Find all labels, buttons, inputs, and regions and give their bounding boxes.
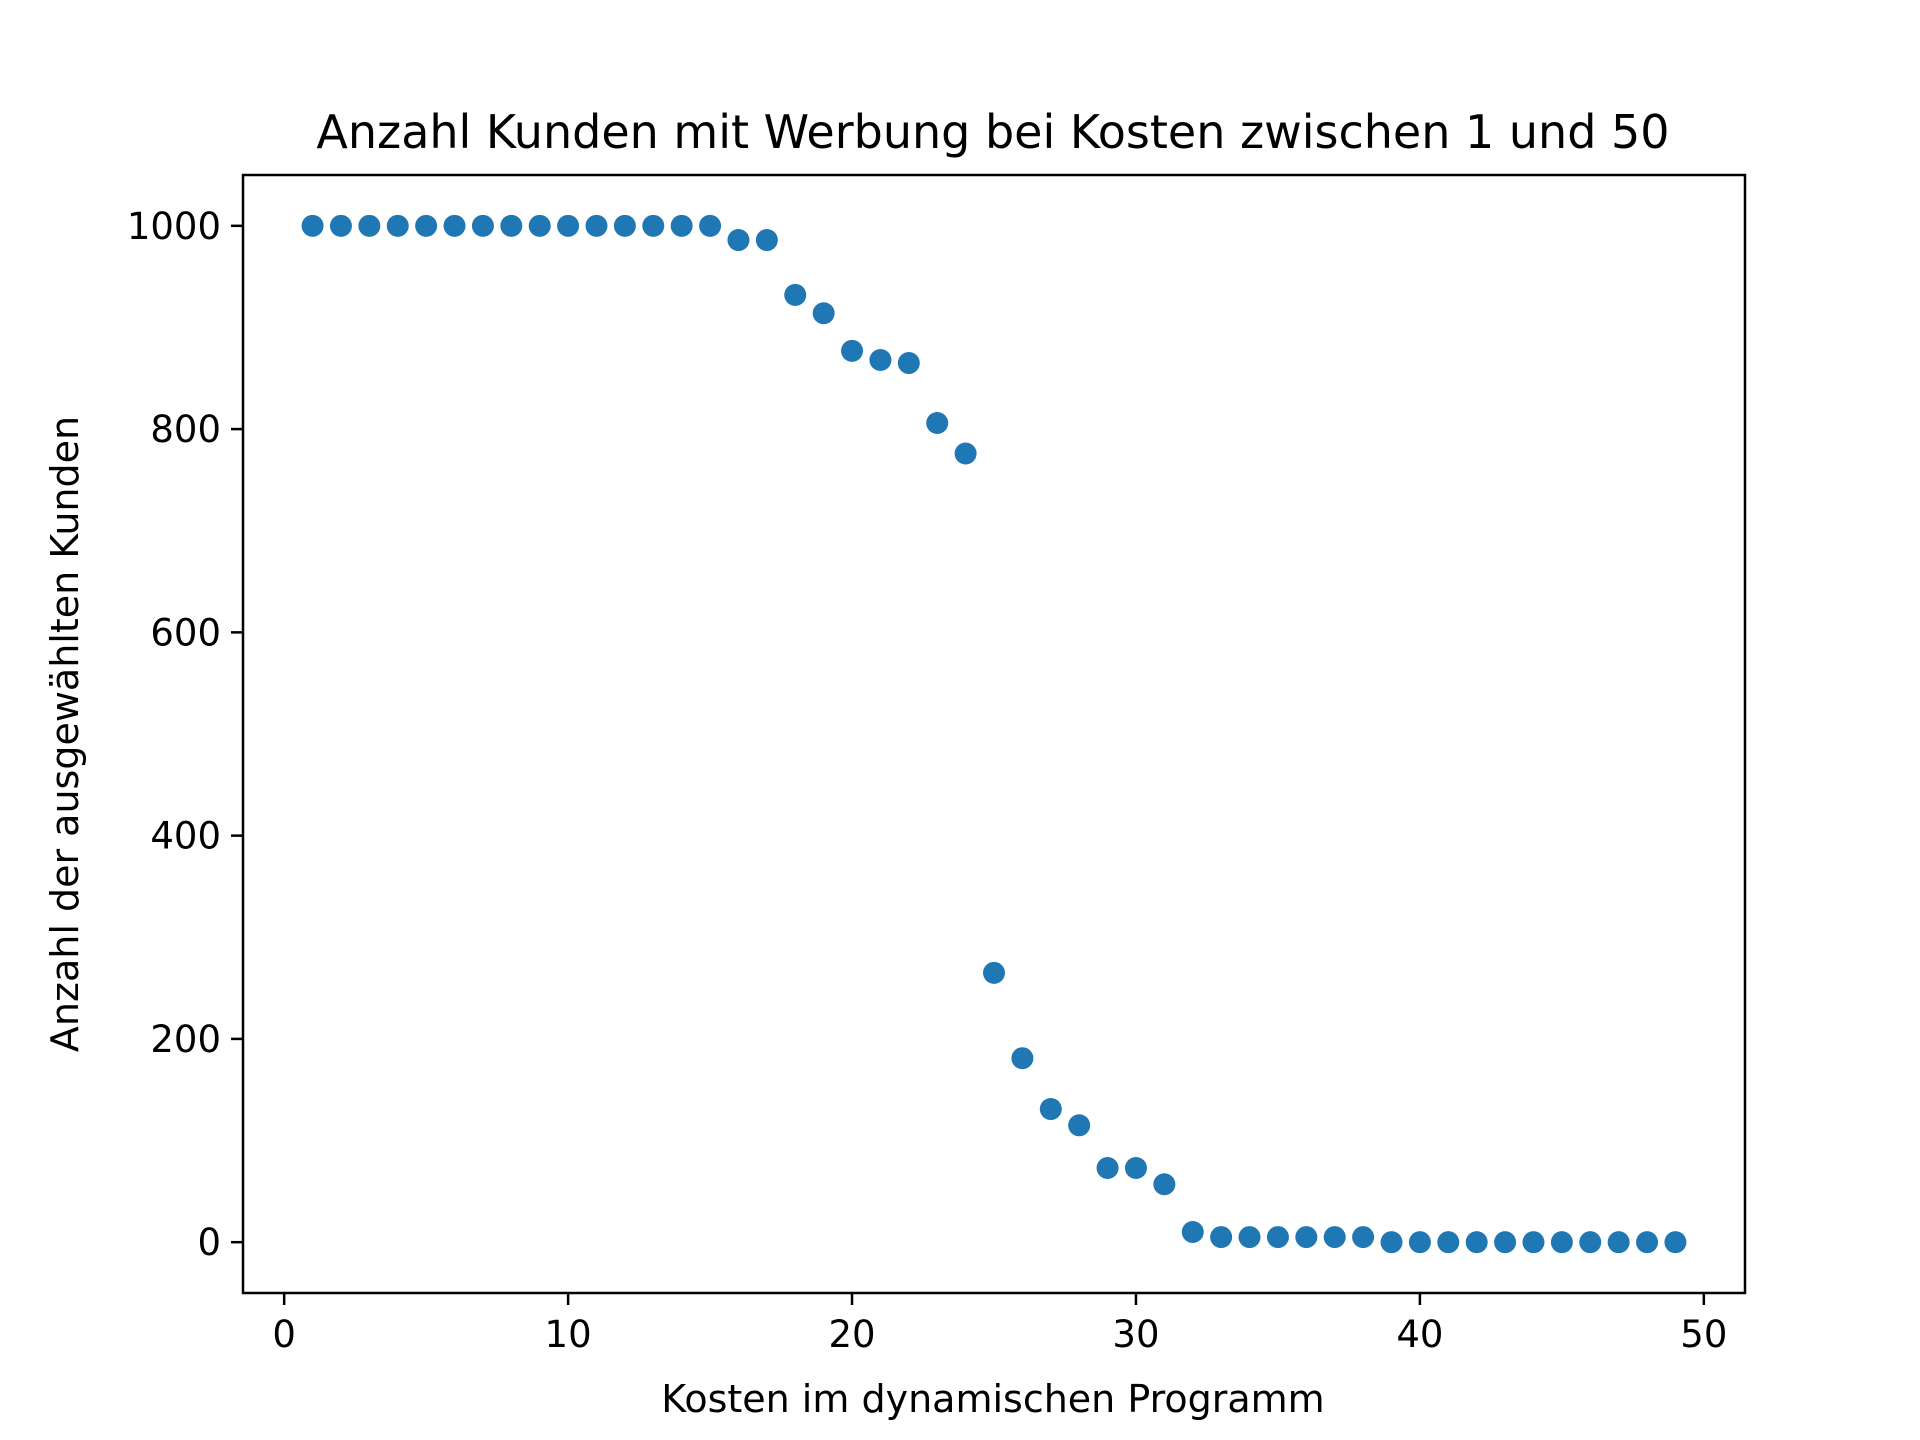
x-tick-label: 10	[545, 1313, 592, 1356]
x-axis-label: Kosten im dynamischen Programm	[661, 1377, 1324, 1421]
data-point	[699, 214, 722, 237]
data-point	[1096, 1156, 1119, 1179]
data-point	[1039, 1098, 1062, 1121]
x-tick-label: 40	[1396, 1313, 1443, 1356]
data-point	[1124, 1156, 1147, 1179]
y-tick-label: 200	[150, 1018, 221, 1061]
data-point	[613, 214, 636, 237]
data-point	[1465, 1231, 1488, 1254]
data-point	[926, 411, 949, 434]
y-tick-label: 1000	[127, 205, 221, 248]
data-point	[784, 283, 807, 306]
data-point	[1494, 1231, 1517, 1254]
data-point	[471, 214, 494, 237]
x-axis: 0 10 20 30 40 50	[272, 1293, 1727, 1356]
data-point	[500, 214, 523, 237]
data-point	[897, 352, 920, 375]
data-point	[443, 214, 466, 237]
data-point	[1522, 1231, 1545, 1254]
y-axis: 0 200 400 600 800 1000	[127, 205, 243, 1264]
data-point	[1238, 1226, 1261, 1249]
data-point	[1579, 1231, 1602, 1254]
data-point	[812, 302, 835, 325]
data-point	[358, 214, 381, 237]
y-tick-label: 600	[150, 611, 221, 654]
data-point	[1636, 1231, 1659, 1254]
y-tick-label: 0	[197, 1221, 221, 1264]
data-point	[557, 214, 580, 237]
chart-title: Anzahl Kunden mit Werbung bei Kosten zwi…	[316, 105, 1669, 159]
data-point	[1607, 1231, 1630, 1254]
plot-frame	[241, 173, 1747, 1295]
data-point	[755, 229, 778, 252]
data-points	[301, 214, 1687, 1254]
data-point	[983, 961, 1005, 984]
y-axis-label: Anzahl der ausgewählten Kunden	[43, 416, 87, 1052]
data-point	[1437, 1231, 1460, 1254]
x-tick-label: 30	[1112, 1313, 1159, 1356]
data-point	[329, 214, 352, 237]
data-point	[869, 348, 892, 371]
x-tick-label: 20	[828, 1313, 875, 1356]
y-tick-label: 800	[150, 408, 221, 451]
x-tick-label: 0	[272, 1313, 296, 1356]
data-point	[1210, 1226, 1233, 1249]
data-point	[841, 339, 864, 362]
data-point	[415, 214, 438, 237]
data-point	[1323, 1226, 1346, 1249]
data-point	[1153, 1173, 1176, 1196]
x-tick-label: 50	[1680, 1313, 1727, 1356]
data-point	[1295, 1226, 1318, 1249]
data-point	[1550, 1231, 1573, 1254]
data-point	[1408, 1231, 1431, 1254]
data-point	[727, 229, 750, 252]
y-tick-label: 400	[150, 815, 221, 858]
data-point	[1181, 1221, 1204, 1244]
data-point	[1068, 1114, 1091, 1137]
data-point	[585, 214, 608, 237]
data-point	[1011, 1047, 1034, 1070]
data-point	[1664, 1231, 1687, 1254]
data-point	[670, 214, 693, 237]
data-point	[1380, 1231, 1403, 1254]
data-point	[528, 214, 551, 237]
data-point	[1352, 1226, 1375, 1249]
data-point	[642, 214, 665, 237]
data-point	[954, 442, 977, 465]
data-point	[386, 214, 409, 237]
data-point	[301, 214, 324, 237]
data-point	[1266, 1226, 1289, 1249]
